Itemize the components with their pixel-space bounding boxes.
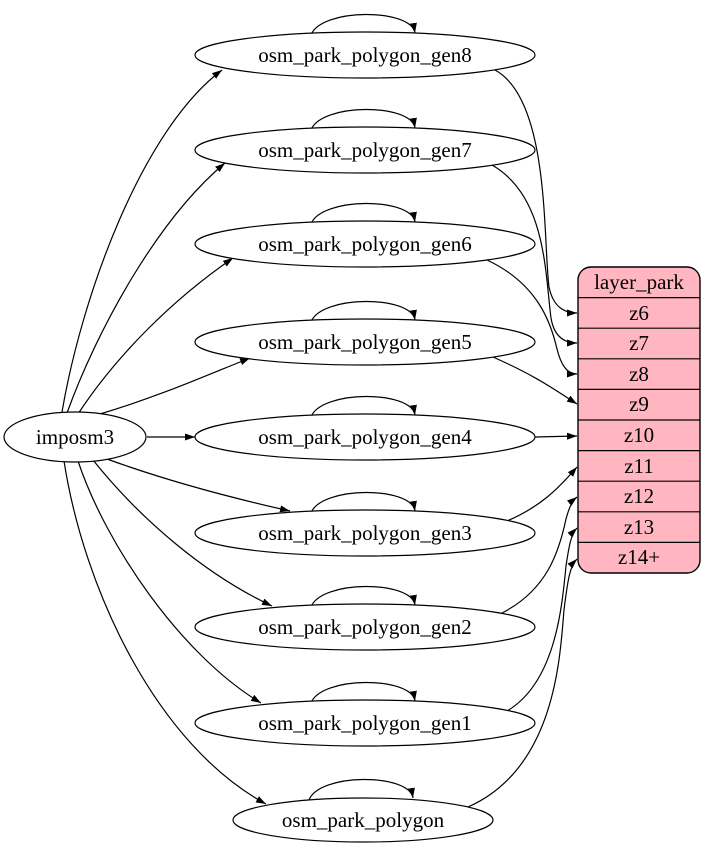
node-osm-park-polygon-gen7: osm_park_polygon_gen7 [194,126,536,174]
polygon-ellipse [232,797,494,843]
node-osm-park-polygon-gen3: osm_park_polygon_gen3 [194,509,536,557]
edge-polygon-to-z14 [467,558,578,808]
edge-gen8-to-z6 [494,69,578,317]
layer-row-z14: z14+ [618,545,660,569]
layer-row-z13: z13 [624,515,654,539]
gen4-label: osm_park_polygon_gen4 [258,425,472,449]
edge-imposm3-to-polygon [63,460,267,805]
layer-row-z7: z7 [629,331,649,355]
node-layer-park: layer_park z6 z7 z8 z9 z10 z11 z12 z13 z… [577,266,701,574]
node-osm-park-polygon-gen1: osm_park_polygon_gen1 [194,699,536,747]
node-osm-park-polygon-gen8: osm_park_polygon_gen8 [194,31,536,79]
gen3-label: osm_park_polygon_gen3 [258,521,471,545]
imposm3-ellipse [3,411,147,463]
edge-imposm3-to-gen7 [66,162,226,414]
imposm3-label: imposm3 [36,425,114,449]
node-osm-park-polygon-gen2: osm_park_polygon_gen2 [194,603,536,651]
self-loop-gen7 [310,108,417,131]
layer-row-z6: z6 [629,301,649,325]
self-loop-gen8 [310,13,417,36]
gen5-label: osm_park_polygon_gen5 [258,330,471,354]
edge-gen3-to-z11 [506,466,578,522]
node-osm-park-polygon: osm_park_polygon [232,797,494,843]
edges-to-layer [467,69,578,808]
self-loop-gen6 [310,202,417,225]
layer-row-z12: z12 [624,484,654,508]
layer-row-z8: z8 [629,362,649,386]
gen8-ellipse [194,31,536,79]
edge-imposm3-to-gen1 [77,460,262,704]
gen1-label: osm_park_polygon_gen1 [258,711,471,735]
self-loop-gen2 [310,585,417,608]
self-loop-gen1 [310,681,417,704]
gen8-label: osm_park_polygon_gen8 [258,43,471,67]
edges-from-source [61,69,291,805]
edge-imposm3-to-gen2 [92,459,273,607]
layer-park-title: layer_park [594,270,684,294]
edge-imposm3-to-gen5 [99,357,251,415]
edge-gen2-to-z12 [501,496,578,614]
gen6-ellipse [194,220,536,268]
layer-row-z11: z11 [624,454,654,478]
node-osm-park-polygon-gen5: osm_park_polygon_gen5 [194,318,536,366]
gen6-label: osm_park_polygon_gen6 [258,232,471,256]
self-loop-polygon [308,778,415,801]
gen7-ellipse [194,126,536,174]
node-osm-park-polygon-gen4: osm_park_polygon_gen4 [194,413,536,461]
self-loop-gen5 [310,300,417,323]
gen2-label: osm_park_polygon_gen2 [258,615,471,639]
node-osm-park-polygon-gen6: osm_park_polygon_gen6 [194,220,536,268]
edge-gen4-to-z10 [534,432,578,440]
gen4-ellipse [194,413,536,461]
edge-gen1-to-z13 [506,527,578,712]
edge-imposm3-to-gen6 [77,257,234,415]
self-loop-gen4 [310,395,417,418]
self-loop-gen3 [310,491,417,514]
edge-imposm3-to-gen3 [106,458,291,513]
gen7-label: osm_park_polygon_gen7 [258,138,471,162]
self-loop-edges [308,13,417,801]
layer-row-z10: z10 [624,423,654,447]
gen2-ellipse [194,603,536,651]
gen3-ellipse [194,509,536,557]
node-imposm3: imposm3 [3,411,147,463]
edge-gen5-to-z9 [492,356,578,405]
gen1-ellipse [194,699,536,747]
edge-gen7-to-z7 [491,164,578,347]
edge-imposm3-to-gen8 [61,69,223,413]
gen5-ellipse [194,318,536,366]
edge-gen6-to-z8 [486,259,578,378]
polygon-label: osm_park_polygon [282,808,445,832]
layer-row-z9: z9 [629,392,649,416]
